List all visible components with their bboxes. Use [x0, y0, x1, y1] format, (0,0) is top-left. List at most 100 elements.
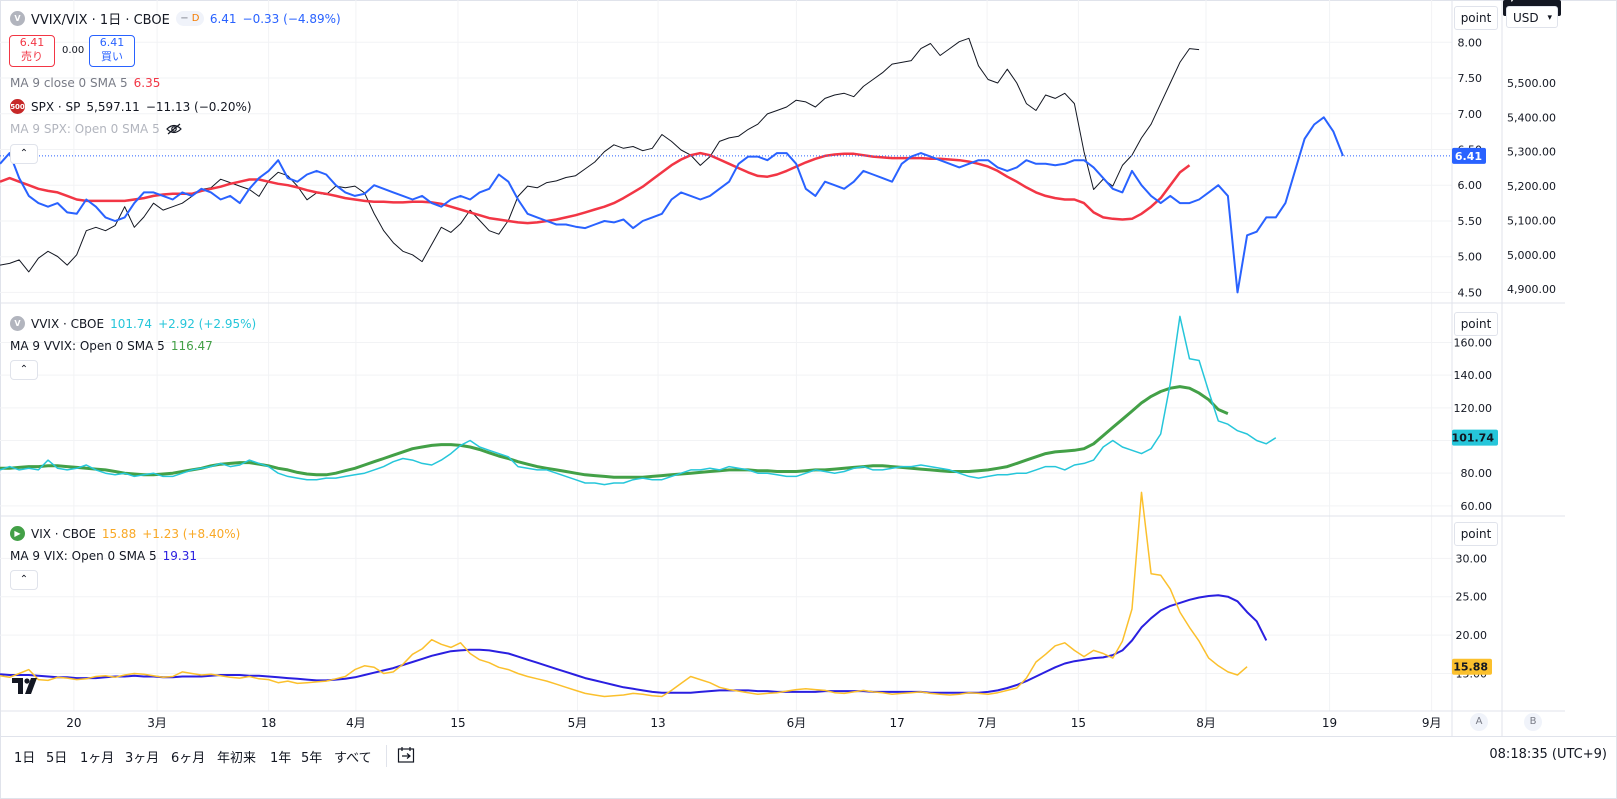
main-price: 6.41 [209, 11, 237, 26]
y-tick-label-right: 5,000.00 [1507, 249, 1556, 262]
buy-button[interactable]: 6.41 買い [89, 35, 135, 67]
collapse-legend-button-3[interactable]: ⌃ [10, 570, 38, 590]
buy-price: 6.41 [99, 36, 125, 49]
bottom-toolbar: 1日 5日 1ヶ月 3ヶ月 6ヶ月 年初来 1年 5年 すべて 08:18:35… [0, 736, 1617, 777]
y-tick-label-vvix: 160.00 [1454, 337, 1493, 350]
scale-button-3[interactable]: point [1454, 522, 1498, 546]
vix-logo-icon: ▶ [10, 526, 25, 541]
ratio-ma-legend[interactable]: MA 9 close 0 SMA 5 6.35 [10, 76, 160, 90]
x-tick-label: 9月 [1422, 716, 1442, 730]
x-tick-label: 8月 [1196, 716, 1216, 730]
spx-ma-label: MA 9 SPX: Open 0 SMA 5 [10, 122, 160, 136]
y-tick-label-right: 5,200.00 [1507, 180, 1556, 193]
vvix-ma-legend[interactable]: MA 9 VVIX: Open 0 SMA 5 116.47 [10, 339, 213, 353]
auto-scale-button[interactable]: A [1470, 713, 1488, 731]
range-3m[interactable]: 3ヶ月 [125, 751, 160, 766]
sell-button[interactable]: 6.41 売り [9, 35, 55, 67]
timezone-clock[interactable]: 08:18:35 (UTC+9) [1489, 747, 1607, 762]
y-tick-label-vvix: 140.00 [1454, 369, 1493, 382]
range-6m[interactable]: 6ヶ月 [171, 751, 206, 766]
vix-label: VIX · CBOE [31, 526, 96, 541]
hidden-eye-icon[interactable] [165, 123, 182, 135]
range-all[interactable]: すべて [334, 751, 372, 766]
main-legend: V VVIX/VIX · 1日 · CBOE − D 6.41 −0.33 (−… [10, 9, 341, 28]
spx-legend[interactable]: 500 SPX · SP 5,597.11 −11.13 (−0.20%) [10, 99, 252, 114]
ratio-price-tag: 6.41 [1455, 150, 1482, 163]
vix-price-tag-bg [1452, 658, 1492, 675]
vix-change: +1.23 (+8.40%) [142, 526, 241, 541]
x-tick-label: 4月 [346, 716, 366, 730]
range-1m[interactable]: 1ヶ月 [80, 751, 115, 766]
vvix-change: +2.92 (+2.95%) [158, 316, 257, 331]
range-1y[interactable]: 1年 [270, 751, 292, 766]
x-tick-label: 15 [1071, 716, 1086, 730]
y-tick-label-vvix: 120.00 [1454, 402, 1493, 415]
scale-button-1[interactable]: point [1454, 6, 1498, 30]
currency-value: USD [1513, 11, 1539, 25]
range-5y[interactable]: 5年 [301, 751, 323, 766]
y-tick-label-right: 5,400.00 [1507, 111, 1556, 124]
y-tick-label-left: 5.00 [1458, 251, 1483, 264]
y-tick-label-right: 5,100.00 [1507, 214, 1556, 227]
sell-price: 6.41 [19, 36, 45, 49]
range-1d[interactable]: 1日 [14, 751, 36, 766]
spx-price: 5,597.11 [86, 99, 140, 114]
x-tick-label: 6月 [787, 716, 807, 730]
x-tick-label: 3月 [147, 716, 167, 730]
vix-ma-value: 19.31 [162, 549, 197, 563]
axis-labels: 20 3月 18 4月 15 5月 13 6月 17 7月 15 8月 19 9月 8.00 7.50 7.00… [66, 36, 1556, 730]
x-tick-label: 19 [1322, 716, 1337, 730]
main-change: −0.33 (−4.89%) [242, 11, 341, 26]
y-tick-label-right: 5,300.00 [1507, 146, 1556, 159]
y-tick-label-left: 4.50 [1458, 286, 1483, 299]
sell-label: 売り [21, 50, 43, 63]
vix-legend[interactable]: ▶ VIX · CBOE 15.88 +1.23 (+8.40%) [10, 526, 240, 541]
range-5d[interactable]: 5日 [46, 751, 68, 766]
date-range-icon[interactable] [397, 746, 415, 764]
series-layer [0, 37, 1452, 698]
vix-ma-legend[interactable]: MA 9 VIX: Open 0 SMA 5 19.31 [10, 549, 197, 563]
market-status-badge[interactable]: − D [175, 11, 204, 26]
vix-line [0, 491, 1248, 698]
y-tick-label-vvix: 80.00 [1461, 467, 1493, 480]
main-symbol[interactable]: VVIX/VIX · 1日 · CBOE [31, 13, 170, 28]
vix-price: 15.88 [101, 526, 137, 541]
vvix-logo-icon: V [10, 316, 25, 331]
y-tick-label-left: 7.00 [1458, 108, 1483, 121]
vvix-legend[interactable]: V VVIX · CBOE 101.74 +2.92 (+2.95%) [10, 316, 256, 331]
collapse-legend-button-1[interactable]: ⌃ [10, 144, 38, 164]
vvix-ma-line [0, 385, 1229, 479]
scale-mode-button[interactable]: B [1524, 713, 1542, 731]
y-tick-label-right: 5,500.00 [1507, 77, 1556, 90]
vix-price-tag: 15.88 [1453, 661, 1488, 674]
ratio-ma-value: 6.35 [133, 76, 161, 90]
y-tick-label-vix: 20.00 [1456, 629, 1488, 642]
spx-line [0, 37, 1200, 273]
vvix-price-tag-bg [1452, 429, 1498, 446]
x-tick-label: 18 [261, 716, 276, 730]
y-tick-label-left: 5.50 [1458, 215, 1483, 228]
spx-ma-legend[interactable]: MA 9 SPX: Open 0 SMA 5 [10, 122, 182, 136]
vvix-line [0, 315, 1277, 486]
grid-lines [0, 0, 1452, 711]
ratio-price-tag-bg [1452, 147, 1486, 164]
scale-button-2[interactable]: point [1454, 312, 1498, 336]
y-tick-label-left: 8.00 [1458, 36, 1483, 49]
chart-canvas[interactable]: 20 3月 18 4月 15 5月 13 6月 17 7月 15 8月 19 9月 8.00 7.50 7.00… [0, 0, 1617, 736]
spx-price-tag: 5,597.11 [1503, 0, 1557, 3]
collapse-legend-button-2[interactable]: ⌃ [10, 360, 38, 380]
vvix-label: VVIX · CBOE [31, 316, 105, 331]
symbol-logo-icon: V [10, 11, 25, 26]
ratio-ma-line [0, 151, 1191, 225]
range-ytd[interactable]: 年初来 [217, 751, 257, 766]
y-tick-label-left: 6.00 [1458, 179, 1483, 192]
vvix-price-tag: 101.74 [1452, 432, 1495, 445]
y-tick-label-vvix: 60.00 [1461, 500, 1493, 513]
vvix-price: 101.74 [110, 316, 153, 331]
currency-select[interactable]: USD ▾ [1506, 6, 1558, 28]
y-tick-label-left: 7.50 [1458, 72, 1483, 85]
y-tick-label-right: 4,900.00 [1507, 283, 1556, 296]
vvix-ma-label: MA 9 VVIX: Open 0 SMA 5 [10, 339, 165, 353]
y-tick-label-vix: 30.00 [1456, 552, 1488, 565]
tradingview-logo-icon[interactable] [12, 678, 42, 694]
